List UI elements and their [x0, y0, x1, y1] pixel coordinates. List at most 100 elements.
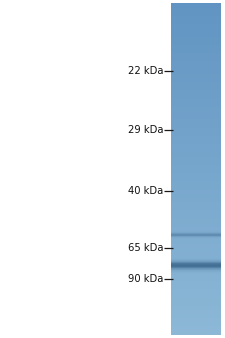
Bar — [171, 194, 220, 198]
Bar — [171, 132, 220, 136]
Bar — [171, 86, 220, 90]
Bar — [171, 281, 220, 285]
Text: 90 kDa: 90 kDa — [128, 274, 163, 284]
Bar — [171, 41, 220, 45]
Bar — [171, 62, 220, 66]
Bar — [171, 219, 220, 223]
Bar — [171, 182, 220, 186]
Bar — [171, 70, 220, 74]
Bar — [171, 99, 220, 103]
Text: 65 kDa: 65 kDa — [128, 243, 163, 254]
Bar — [171, 258, 220, 259]
Bar — [171, 257, 220, 258]
Bar — [171, 119, 220, 123]
Bar — [171, 266, 220, 267]
Text: 22 kDa: 22 kDa — [128, 66, 163, 76]
Bar — [171, 264, 220, 268]
Bar — [171, 7, 220, 11]
Bar — [171, 210, 220, 215]
Bar — [171, 148, 220, 152]
Bar — [171, 156, 220, 161]
Bar — [171, 256, 220, 257]
Bar — [171, 227, 220, 231]
Bar — [171, 252, 220, 256]
Bar — [171, 314, 220, 318]
Bar — [171, 243, 220, 248]
Bar — [171, 198, 220, 202]
Bar — [171, 57, 220, 62]
Bar — [171, 144, 220, 148]
Bar — [171, 37, 220, 41]
Text: 40 kDa: 40 kDa — [128, 186, 163, 196]
Bar — [171, 263, 220, 264]
Bar — [171, 276, 220, 281]
Bar — [171, 272, 220, 273]
Bar — [171, 202, 220, 206]
Bar — [171, 273, 220, 274]
Bar — [171, 107, 220, 111]
Bar — [171, 177, 220, 182]
Bar — [171, 206, 220, 210]
Bar — [171, 235, 220, 239]
Bar — [171, 165, 220, 169]
Bar — [171, 127, 220, 132]
Bar — [171, 169, 220, 173]
Bar — [171, 270, 220, 271]
Bar — [171, 173, 220, 177]
Bar — [171, 256, 220, 260]
Bar — [171, 260, 220, 264]
Bar — [171, 115, 220, 119]
Bar — [171, 285, 220, 289]
Bar — [171, 94, 220, 99]
Bar — [171, 78, 220, 82]
Bar — [171, 66, 220, 70]
Bar — [171, 248, 220, 252]
Bar — [171, 268, 220, 272]
Bar — [171, 268, 220, 269]
Bar — [171, 262, 220, 263]
Bar — [171, 140, 220, 144]
Bar — [171, 331, 220, 335]
Bar — [171, 90, 220, 95]
Bar — [171, 223, 220, 227]
Bar — [171, 318, 220, 322]
Bar — [171, 310, 220, 314]
Bar — [171, 306, 220, 310]
Bar — [171, 53, 220, 57]
Bar — [171, 231, 220, 235]
Bar — [171, 301, 220, 306]
Bar — [171, 16, 220, 20]
Bar — [171, 136, 220, 140]
Bar — [171, 265, 220, 266]
Bar — [171, 261, 220, 262]
Bar — [171, 45, 220, 49]
Bar — [171, 11, 220, 16]
Bar — [171, 49, 220, 53]
Bar — [171, 327, 220, 331]
Bar — [171, 152, 220, 156]
Bar — [171, 24, 220, 28]
Bar — [171, 3, 220, 7]
Bar — [171, 190, 220, 194]
Bar — [171, 74, 220, 78]
Bar — [171, 260, 220, 261]
Bar — [171, 297, 220, 301]
Bar — [171, 259, 220, 260]
Bar — [171, 293, 220, 297]
Bar — [171, 322, 220, 327]
Text: 29 kDa: 29 kDa — [128, 125, 163, 135]
Bar — [171, 271, 220, 272]
Bar — [171, 32, 220, 37]
Bar — [171, 215, 220, 219]
Bar — [171, 161, 220, 165]
Bar — [171, 111, 220, 115]
Bar — [171, 239, 220, 243]
Bar — [171, 289, 220, 293]
Bar — [171, 20, 220, 24]
Bar — [171, 267, 220, 268]
Bar — [171, 103, 220, 107]
Bar — [171, 28, 220, 32]
Bar — [171, 269, 220, 270]
Bar — [171, 186, 220, 190]
Bar — [171, 123, 220, 127]
